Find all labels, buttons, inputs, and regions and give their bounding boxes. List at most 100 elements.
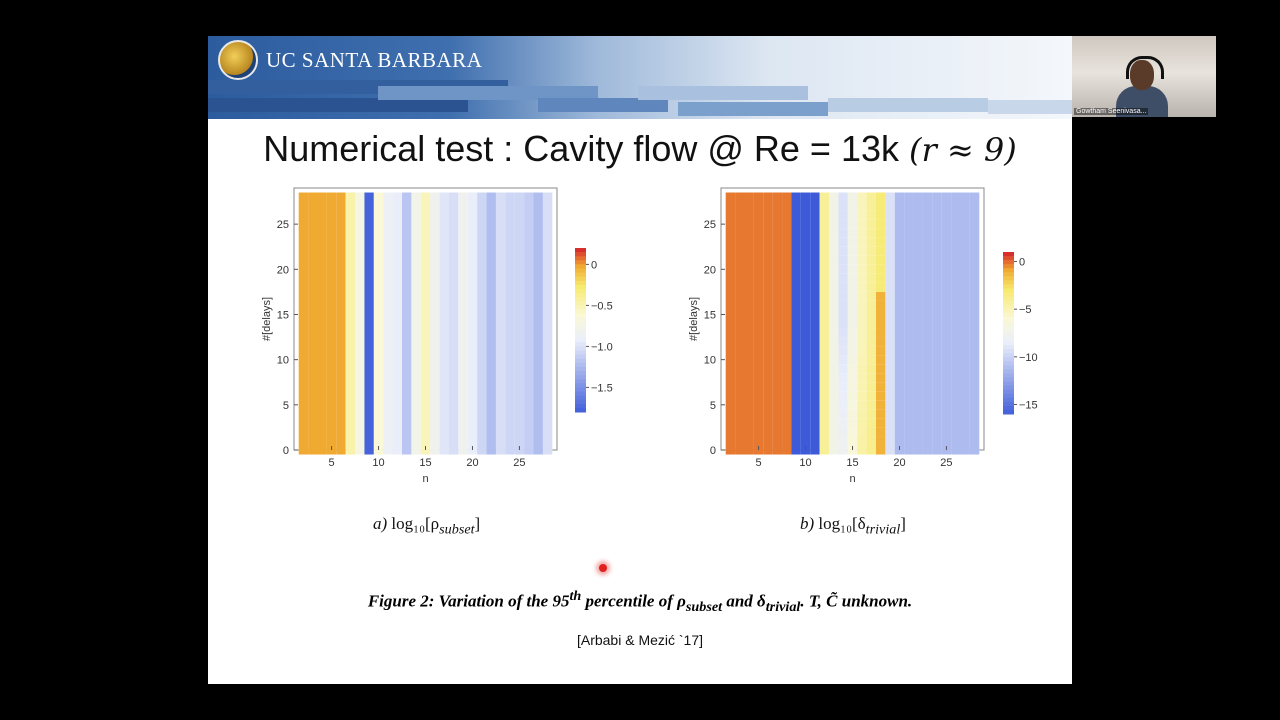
heatmap-cell [875,337,886,347]
heatmap-cell [857,319,867,329]
heatmap-column [922,192,933,455]
caption-a-main: log₁₀[ρ [391,514,440,533]
heatmap-cell [838,328,848,338]
colorbar-segment [575,407,586,413]
colorbar-segment [575,252,586,257]
caption-a-sub: subset [439,521,475,538]
heatmap-cell [857,436,867,446]
heatmap-cell [857,391,867,401]
colorbar-segment [1003,389,1014,395]
figcap-sub1: subset [685,599,723,616]
colorbar-segment [575,297,586,302]
heatmap-column [439,192,449,455]
colorbar-segment [575,321,586,327]
colorbar-segment [1003,260,1014,265]
colorbar-segment [575,358,586,364]
heatmap-cell [866,282,876,292]
heatmap-column [345,192,356,455]
heatmap-cell [866,355,876,365]
heatmap-cell [875,445,886,455]
heatmap-cell [875,282,886,292]
heatmap-column [932,192,942,455]
heatmap-cell [875,228,886,238]
heatmap-cell [838,409,848,419]
heatmap-column [326,192,337,455]
heatmap-cell [847,210,858,220]
heatmap-column [402,192,412,455]
heatmap-column [298,192,309,455]
heatmap-cell [875,291,886,301]
heatmap-cell [866,427,876,437]
figcap-c: and δ [722,591,766,611]
reference: [Arbabi & Mezić `17] [576,632,704,648]
colorbar-segment [1003,365,1014,370]
heatmap-cell [847,328,858,338]
heatmap-cell [866,273,876,283]
heatmap-cell [875,246,886,256]
heatmap-cell [875,192,886,202]
caption-b-prefix: b) [800,514,819,533]
caption-a: a) log₁₀[ρsubset] [373,514,480,538]
colorbar-segment [1003,268,1014,273]
y-tick-label: 0 [710,445,716,457]
caption-b-sub: trivial [865,521,901,538]
y-tick-label: 5 [710,400,716,412]
video-thumbnail[interactable]: Gowtham Seenivasa... [1072,36,1216,117]
heatmap-cell [875,210,886,220]
colorbar-segment [575,403,586,409]
heatmap-cell [875,427,886,437]
heatmap-cell [838,418,848,428]
x-tick-label: 25 [940,457,952,469]
heatmap-cell [875,355,886,365]
heatmap-cell [838,309,848,319]
colorbar-tick-label: −10 [1019,352,1038,364]
heatmap-cell [857,445,867,455]
heatmap-cell [857,282,867,292]
heatmap-cell [847,436,858,446]
caption-b-end: ] [900,514,906,533]
colorbar-segment [1003,401,1014,407]
participant-name: Gowtham Seenivasa... [1074,108,1149,115]
heatmap-cell [857,364,867,374]
heatmap-cell [857,300,867,310]
heatmap-cell [838,337,848,347]
x-tick-label: 5 [756,457,762,469]
heatmap-column [885,192,895,455]
heatmap-cell [875,382,886,392]
title-math: (r ≈ 9) [908,131,1017,169]
colorbar-b: 0 −5 −10 −15 [1003,252,1038,415]
colorbar-segment [1003,272,1014,277]
colorbar-tick-label: −0.5 [591,300,613,312]
heatmap-cell [866,319,876,329]
colorbar-segment [575,354,586,360]
heatmap-cell [857,373,867,383]
colorbar-segment [575,379,586,384]
heatmap-cell [866,300,876,310]
heatmap-cell [866,328,876,338]
heatmap-cell [857,309,867,319]
colorbar-segment [1003,304,1014,310]
colorbar-a: 0 −0.5 −1.0 −1.5 [575,248,613,413]
heatmap-column [514,192,525,455]
colorbar-segment [575,248,586,253]
heatmap-cell [866,346,876,356]
heatmap-cell [838,246,848,256]
figcap-sup: th [569,588,582,604]
colorbar-segment [1003,361,1014,366]
heatmap-cell [838,282,848,292]
colorbar-segment [575,383,586,388]
figcap-sub2: trivial [765,599,801,616]
heatmap-column [486,192,496,455]
colorbar-segment [1003,349,1014,354]
colorbar-segment [575,391,586,397]
heatmap-cell [866,400,876,410]
heatmap-cell [847,346,858,356]
heatmap-cell [847,337,858,347]
headset-icon [1126,56,1164,79]
heatmap-cell [847,364,858,374]
heatmap-column [448,192,459,455]
heatmap-cell [838,319,848,329]
x-axis-label: n [849,473,855,485]
heatmap-cell [875,328,886,338]
heatmap-cell [847,264,858,274]
